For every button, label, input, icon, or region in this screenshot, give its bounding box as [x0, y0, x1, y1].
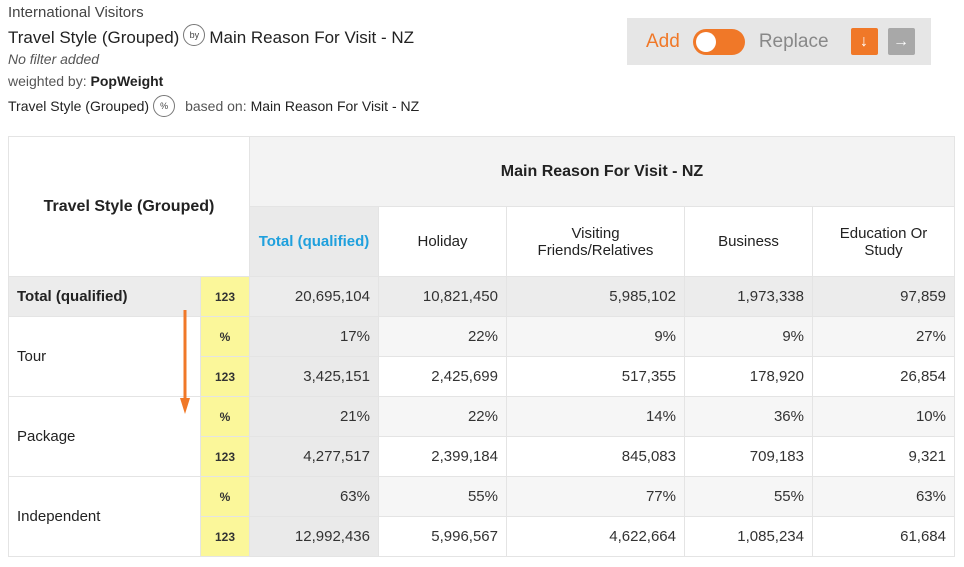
crosstab-table: Travel Style (Grouped) Main Reason For V…: [8, 136, 955, 557]
weighting-info: weighted by: PopWeight: [8, 73, 419, 89]
count-cell: 845,083: [506, 436, 685, 477]
percent-cell: 77%: [506, 476, 685, 517]
percent-cell: 9%: [506, 316, 685, 357]
percent-cell: 21%: [249, 396, 379, 437]
count-cell: 26,854: [812, 356, 955, 397]
percent-cell: 63%: [249, 476, 379, 517]
percent-stat-badge: %: [200, 476, 250, 517]
count-cell: 61,684: [812, 516, 955, 557]
count-stat-badge: 123: [200, 516, 250, 557]
percent-cell: 55%: [378, 476, 507, 517]
percent-cell: 10%: [812, 396, 955, 437]
percent-cell: 17%: [249, 316, 379, 357]
percent-cell: 55%: [684, 476, 813, 517]
percent-cell: 27%: [812, 316, 955, 357]
report-header: International Visitors Travel Style (Gro…: [8, 4, 419, 117]
percent-cell: 14%: [506, 396, 685, 437]
percent-cell: 22%: [378, 316, 507, 357]
replace-label[interactable]: Replace: [758, 30, 829, 52]
arrow-down-indicator-icon: [180, 310, 190, 414]
percent-stat-badge: %: [200, 316, 250, 357]
add-replace-toggle[interactable]: [692, 28, 745, 55]
total-cell: 10,821,450: [378, 276, 507, 317]
percent-swap-icon[interactable]: %: [153, 95, 176, 117]
count-cell: 517,355: [506, 356, 685, 397]
add-replace-toolbar: Add Replace ↓ →: [627, 18, 931, 65]
column-header-total[interactable]: Total (qualified): [249, 206, 379, 277]
column-header-education[interactable]: Education Or Study: [812, 206, 955, 277]
count-cell: 3,425,151: [249, 356, 379, 397]
total-cell: 5,985,102: [506, 276, 685, 317]
row-label-total[interactable]: Total (qualified): [8, 276, 201, 317]
column-header-business[interactable]: Business: [684, 206, 813, 277]
count-stat-badge: 123: [200, 356, 250, 397]
column-header-visiting[interactable]: Visiting Friends/Relatives: [506, 206, 685, 277]
row-label-package[interactable]: Package: [8, 396, 201, 477]
toggle-knob: [695, 31, 716, 52]
total-cell: 20,695,104: [249, 276, 379, 317]
arrow-down-icon: ↓: [860, 32, 869, 50]
arrow-right-button[interactable]: →: [887, 28, 915, 55]
count-cell: 2,399,184: [378, 436, 507, 477]
count-cell: 5,996,567: [378, 516, 507, 557]
count-cell: 4,622,664: [506, 516, 685, 557]
row-label-independent[interactable]: Independent: [8, 476, 201, 557]
count-stat-badge: 123: [200, 276, 250, 317]
data-source: International Visitors: [8, 4, 144, 21]
count-cell: 4,277,517: [249, 436, 379, 477]
percent-stat-badge: %: [200, 396, 250, 437]
add-label[interactable]: Add: [646, 30, 680, 52]
count-cell: 12,992,436: [249, 516, 379, 557]
percent-cell: 63%: [812, 476, 955, 517]
based-on-label: based on:: [185, 98, 247, 114]
pct-row-variable: Travel Style (Grouped): [8, 98, 150, 114]
percentage-basis: Travel Style (Grouped) % based on: Main …: [8, 95, 419, 117]
count-cell: 709,183: [684, 436, 813, 477]
filter-status: No filter added: [8, 51, 100, 67]
count-cell: 1,085,234: [684, 516, 813, 557]
count-stat-badge: 123: [200, 436, 250, 477]
total-cell: 97,859: [812, 276, 955, 317]
total-cell: 1,973,338: [684, 276, 813, 317]
row-variable-header[interactable]: Travel Style (Grouped): [8, 136, 250, 277]
arrow-down-button[interactable]: ↓: [850, 28, 878, 55]
arrow-right-icon: →: [893, 32, 910, 50]
weight-variable[interactable]: PopWeight: [90, 73, 164, 89]
row-variable-name[interactable]: Travel Style (Grouped): [8, 28, 180, 47]
column-variable-name[interactable]: Main Reason For Visit - NZ: [209, 28, 415, 47]
swap-by-icon[interactable]: by: [183, 24, 206, 46]
count-cell: 178,920: [684, 356, 813, 397]
count-cell: 2,425,699: [378, 356, 507, 397]
percent-cell: 22%: [378, 396, 507, 437]
based-on-variable: Main Reason For Visit - NZ: [250, 98, 420, 114]
count-cell: 9,321: [812, 436, 955, 477]
row-label-tour[interactable]: Tour: [8, 316, 201, 397]
column-header-holiday[interactable]: Holiday: [378, 206, 507, 277]
percent-cell: 9%: [684, 316, 813, 357]
column-variable-banner[interactable]: Main Reason For Visit - NZ: [249, 136, 955, 207]
percent-cell: 36%: [684, 396, 813, 437]
report-title: Travel Style (Grouped) by Main Reason Fo…: [8, 24, 419, 49]
weighted-by-label: weighted by:: [8, 73, 87, 89]
